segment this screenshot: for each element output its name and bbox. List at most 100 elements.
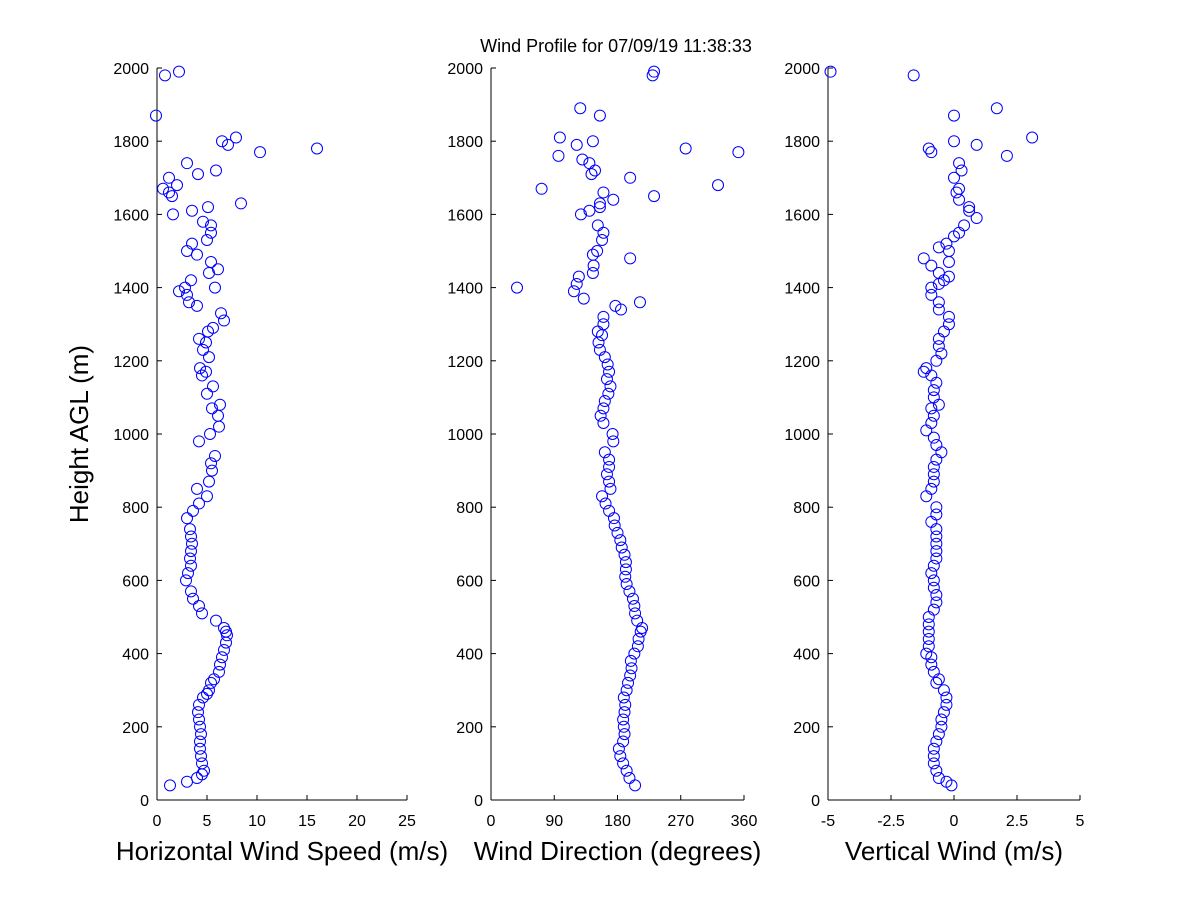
data-point [593,201,606,214]
data-point [181,775,193,788]
data-point [922,611,935,623]
data-point [1000,149,1013,162]
data-point [197,691,209,704]
y-tick-label: 0 [140,793,149,810]
data-point [626,592,639,605]
x-tick-label: 0 [487,813,496,830]
data-point [930,354,943,367]
data-point [205,457,217,470]
data-point [193,332,205,345]
data-point [193,435,205,448]
data-point [596,234,609,247]
data-point [622,676,635,689]
data-point [970,138,983,151]
data-point [920,490,933,503]
data-point [213,665,225,678]
data-point [600,373,613,386]
y-tick-label: 800 [122,500,149,517]
data-point [917,365,930,378]
direction-x-axis-label: Wind Direction (degrees) [474,836,762,866]
data-point [181,512,193,525]
data-point [930,596,943,609]
data-point [185,545,197,558]
data-point [925,402,938,415]
data-point [552,149,565,162]
x-tick-label: 5 [203,813,212,830]
data-point [216,651,228,664]
data-point [927,665,940,678]
data-point [628,600,641,613]
y-tick-label: 2000 [447,61,483,78]
data-point [935,720,948,733]
data-point [592,336,605,349]
data-point [194,720,206,733]
data-point [632,632,645,645]
data-point [185,530,197,543]
data-point [185,274,197,287]
data-point [572,270,585,283]
data-point [937,325,950,338]
data-point [180,574,192,587]
data-point [932,728,945,741]
data-point [553,131,566,144]
data-point [612,742,625,755]
data-point [955,164,968,177]
data-point [593,109,606,122]
data-point [620,578,633,591]
data-point [615,541,628,554]
data-point [597,318,610,331]
data-point [599,497,612,510]
panel-wind-direction: 0 200 400 600 800 1000 1200 1400 1600 1800 2000 0 90… [447,61,761,866]
data-point [930,589,943,602]
x-tick-label: 2.5 [1006,813,1028,830]
data-point [194,742,206,755]
vertical-x-axis-label: Vertical Wind (m/s) [845,836,1063,866]
y-tick-label: 0 [474,793,483,810]
data-point [159,69,171,82]
data-point [181,288,193,301]
x-tick-label: 0 [950,813,959,830]
y-tick-label: 1200 [784,354,820,371]
x-tick-label: 180 [604,813,631,830]
data-point [619,556,632,569]
data-point [163,186,175,199]
data-point [191,299,203,312]
data-point [629,779,642,792]
y-tick-label: 400 [456,647,483,664]
data-point [950,186,963,199]
speed-x-axis-label: Horizontal Wind Speed (m/s) [116,836,448,866]
data-point [604,482,617,495]
data-point [907,69,920,82]
data-point [624,252,637,265]
y-tick-label: 400 [793,647,820,664]
data-point [210,614,222,627]
data-point [603,365,616,378]
data-point [603,504,616,517]
data-point [574,208,587,221]
data-point [157,182,169,195]
data-point [732,146,745,159]
data-point [617,757,630,770]
direction-data-points [511,65,745,792]
data-point [932,266,945,279]
data-point [930,735,943,748]
data-point [187,592,199,605]
data-point [201,387,213,400]
data-point [185,585,197,598]
data-point [940,698,953,711]
data-point [620,764,633,777]
panel-vertical-wind: 0 200 400 600 800 1000 1200 1400 1600 1800 2000 -5 -… [784,61,1084,866]
y-tick-label: 1400 [784,281,820,298]
data-point [163,171,175,184]
data-point [200,336,212,349]
data-point [186,237,198,250]
data-point [205,676,217,689]
data-point [210,164,222,177]
data-point [598,395,611,408]
data-point [206,402,218,415]
data-point [212,409,224,422]
data-point [205,226,217,239]
data-point [606,428,619,440]
data-point [597,226,610,239]
data-point [193,600,205,613]
